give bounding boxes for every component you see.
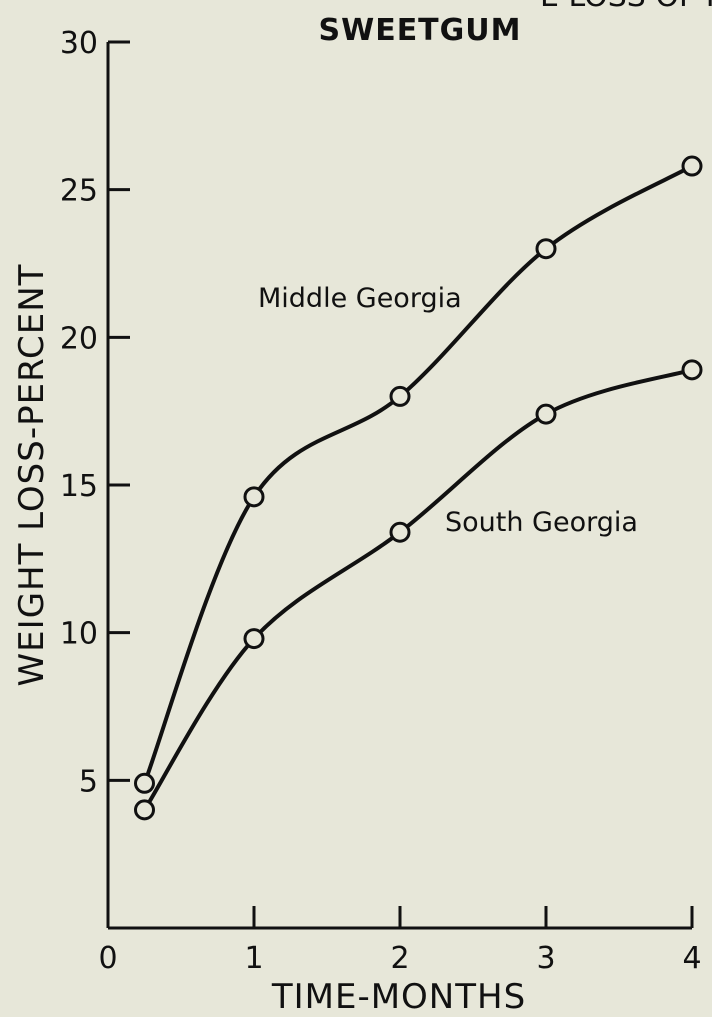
series-line-1 xyxy=(142,367,693,811)
series-label-south-georgia: South Georgia xyxy=(445,507,638,538)
x-tick-label: 3 xyxy=(536,941,555,976)
x-tick-label: 0 xyxy=(98,941,117,976)
y-axis-label: WEIGHT LOSS-PERCENT xyxy=(12,264,52,687)
ticks: 5 10 15 20 25 30 0 1 2 3 4 xyxy=(60,26,702,976)
series-label-middle-georgia: Middle Georgia xyxy=(258,283,462,314)
data-point xyxy=(134,799,155,821)
data-point xyxy=(389,521,411,543)
x-tick-label: 1 xyxy=(244,941,263,976)
x-tick-label: 2 xyxy=(390,941,409,976)
y-tick-label: 15 xyxy=(60,469,98,504)
y-tick-label: 10 xyxy=(60,617,98,652)
chart-title: SWEETGUM xyxy=(319,13,522,48)
y-tick-label: 30 xyxy=(60,26,98,61)
series-line-0 xyxy=(142,164,693,785)
data-point xyxy=(681,359,703,381)
data-point xyxy=(681,155,703,177)
data-point xyxy=(535,238,557,260)
data-point xyxy=(389,385,411,407)
data-point xyxy=(535,403,557,425)
y-tick-label: 5 xyxy=(79,764,98,799)
x-tick-label: 4 xyxy=(682,941,701,976)
series-group xyxy=(134,155,703,821)
axes xyxy=(106,42,692,930)
y-tick-label: 20 xyxy=(60,321,98,356)
x-axis-label: TIME-MONTHS xyxy=(271,977,526,1017)
data-point xyxy=(134,772,155,794)
title-cropped-text: E LOSS OF P xyxy=(540,0,712,14)
data-point xyxy=(243,628,265,650)
y-tick-label: 25 xyxy=(60,174,98,209)
data-point xyxy=(243,486,265,508)
